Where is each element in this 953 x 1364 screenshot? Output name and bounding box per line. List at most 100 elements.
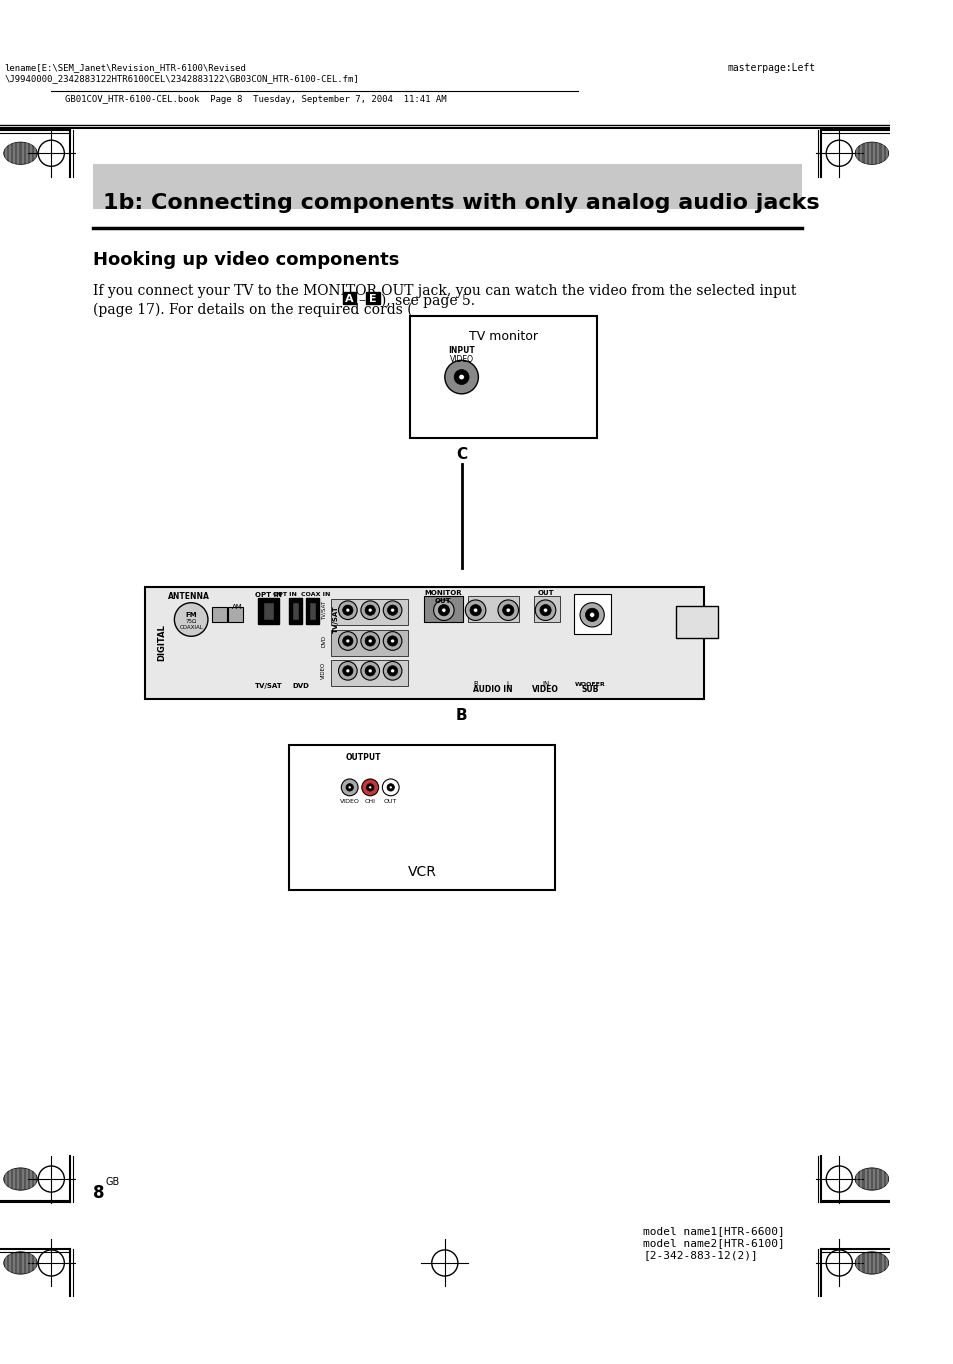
Bar: [534, 596, 559, 622]
Text: E: E: [369, 293, 376, 304]
Circle shape: [338, 602, 356, 619]
Text: AUDIO IN: AUDIO IN: [472, 685, 512, 694]
Circle shape: [174, 603, 208, 636]
Bar: [306, 597, 318, 625]
Circle shape: [348, 786, 351, 788]
Text: OPT IN: OPT IN: [254, 592, 282, 597]
Text: WOOFER: WOOFER: [575, 682, 605, 686]
Bar: [331, 630, 407, 656]
Text: MONITOR: MONITOR: [424, 589, 461, 596]
Text: ANTENNA: ANTENNA: [168, 592, 210, 600]
Circle shape: [360, 602, 379, 619]
Circle shape: [342, 636, 353, 647]
Text: DIGITAL: DIGITAL: [156, 625, 166, 662]
Text: [2-342-883-12(2)]: [2-342-883-12(2)]: [642, 1249, 758, 1260]
Bar: [410, 316, 597, 438]
Circle shape: [368, 668, 372, 672]
Circle shape: [346, 784, 353, 791]
FancyBboxPatch shape: [93, 165, 801, 209]
Circle shape: [470, 604, 480, 615]
Text: 75Ω: 75Ω: [186, 619, 196, 623]
Circle shape: [444, 360, 477, 394]
Text: R: R: [473, 681, 477, 686]
Text: lename[E:\SEM_Janet\Revision_HTR-6100\Revised: lename[E:\SEM_Janet\Revision_HTR-6100\Re…: [5, 63, 246, 72]
Text: If you connect your TV to the MONITOR OUT jack, you can watch the video from the: If you connect your TV to the MONITOR OU…: [93, 284, 796, 297]
Circle shape: [360, 662, 379, 681]
Circle shape: [585, 608, 598, 622]
Bar: [212, 607, 227, 622]
Circle shape: [497, 600, 517, 621]
Bar: [468, 596, 518, 622]
Circle shape: [535, 600, 556, 621]
FancyBboxPatch shape: [343, 292, 355, 304]
Circle shape: [368, 640, 372, 642]
Circle shape: [473, 608, 477, 612]
Ellipse shape: [854, 1168, 888, 1191]
Text: TV/SAT: TV/SAT: [321, 600, 326, 619]
Circle shape: [389, 786, 392, 788]
Text: Hooking up video components: Hooking up video components: [93, 251, 399, 269]
Text: GB: GB: [105, 1177, 119, 1187]
Text: IN: IN: [541, 681, 549, 686]
Text: C: C: [456, 447, 467, 462]
Circle shape: [365, 636, 375, 647]
Text: 1b: Connecting components with only analog audio jacks: 1b: Connecting components with only anal…: [103, 194, 819, 213]
Circle shape: [342, 606, 353, 615]
Text: COAXIAL: COAXIAL: [179, 626, 203, 630]
Text: DVD: DVD: [293, 683, 310, 689]
Bar: [331, 660, 407, 686]
Circle shape: [387, 636, 397, 647]
Circle shape: [368, 608, 372, 612]
Text: OUT: OUT: [435, 597, 451, 604]
Text: L: L: [506, 681, 510, 686]
Text: VIDEO: VIDEO: [532, 685, 558, 694]
FancyBboxPatch shape: [145, 587, 703, 698]
Bar: [263, 602, 274, 621]
Text: INPUT: INPUT: [448, 346, 475, 355]
Circle shape: [383, 602, 401, 619]
Circle shape: [465, 600, 485, 621]
Circle shape: [502, 604, 514, 615]
Circle shape: [391, 668, 394, 672]
Text: \J9940000_2342883122HTR6100CEL\2342883122\GB03CON_HTR-6100-CEL.fm]: \J9940000_2342883122HTR6100CEL\234288312…: [5, 74, 359, 83]
Text: VIDEO: VIDEO: [449, 355, 473, 364]
Circle shape: [366, 784, 374, 791]
Circle shape: [383, 662, 401, 681]
Circle shape: [434, 600, 454, 621]
FancyBboxPatch shape: [366, 292, 379, 304]
Bar: [309, 602, 315, 621]
Circle shape: [391, 608, 394, 612]
Bar: [258, 597, 278, 625]
Circle shape: [342, 666, 353, 677]
Text: masterpage:Left: masterpage:Left: [726, 63, 815, 72]
Text: ), see page 5.: ), see page 5.: [381, 293, 475, 308]
Circle shape: [360, 632, 379, 651]
Ellipse shape: [4, 1168, 37, 1191]
Text: (page 17). For details on the required cords (: (page 17). For details on the required c…: [93, 303, 413, 316]
Text: TV/SAT: TV/SAT: [333, 606, 338, 633]
Bar: [289, 597, 302, 625]
Ellipse shape: [854, 1252, 888, 1274]
Text: model name1[HTR-6600]: model name1[HTR-6600]: [642, 1226, 784, 1236]
Circle shape: [338, 632, 356, 651]
Text: VCR: VCR: [407, 865, 436, 878]
Circle shape: [338, 662, 356, 681]
Text: B: B: [456, 708, 467, 723]
Text: AM: AM: [233, 604, 243, 610]
Circle shape: [365, 666, 375, 677]
Bar: [228, 607, 243, 622]
Text: OPT IN  COAX IN: OPT IN COAX IN: [273, 592, 330, 596]
Circle shape: [361, 779, 378, 795]
Text: model name2[HTR-6100]: model name2[HTR-6100]: [642, 1237, 784, 1248]
Circle shape: [579, 603, 603, 627]
Circle shape: [365, 606, 375, 615]
Text: –: –: [357, 293, 365, 308]
Circle shape: [391, 640, 394, 642]
Circle shape: [458, 374, 464, 379]
Ellipse shape: [854, 142, 888, 165]
Text: OUT: OUT: [537, 589, 554, 596]
Text: VIDEO: VIDEO: [321, 662, 326, 679]
Circle shape: [387, 606, 397, 615]
Text: GB01COV_HTR-6100-CEL.book  Page 8  Tuesday, September 7, 2004  11:41 AM: GB01COV_HTR-6100-CEL.book Page 8 Tuesday…: [65, 94, 446, 104]
Text: A: A: [345, 293, 354, 304]
